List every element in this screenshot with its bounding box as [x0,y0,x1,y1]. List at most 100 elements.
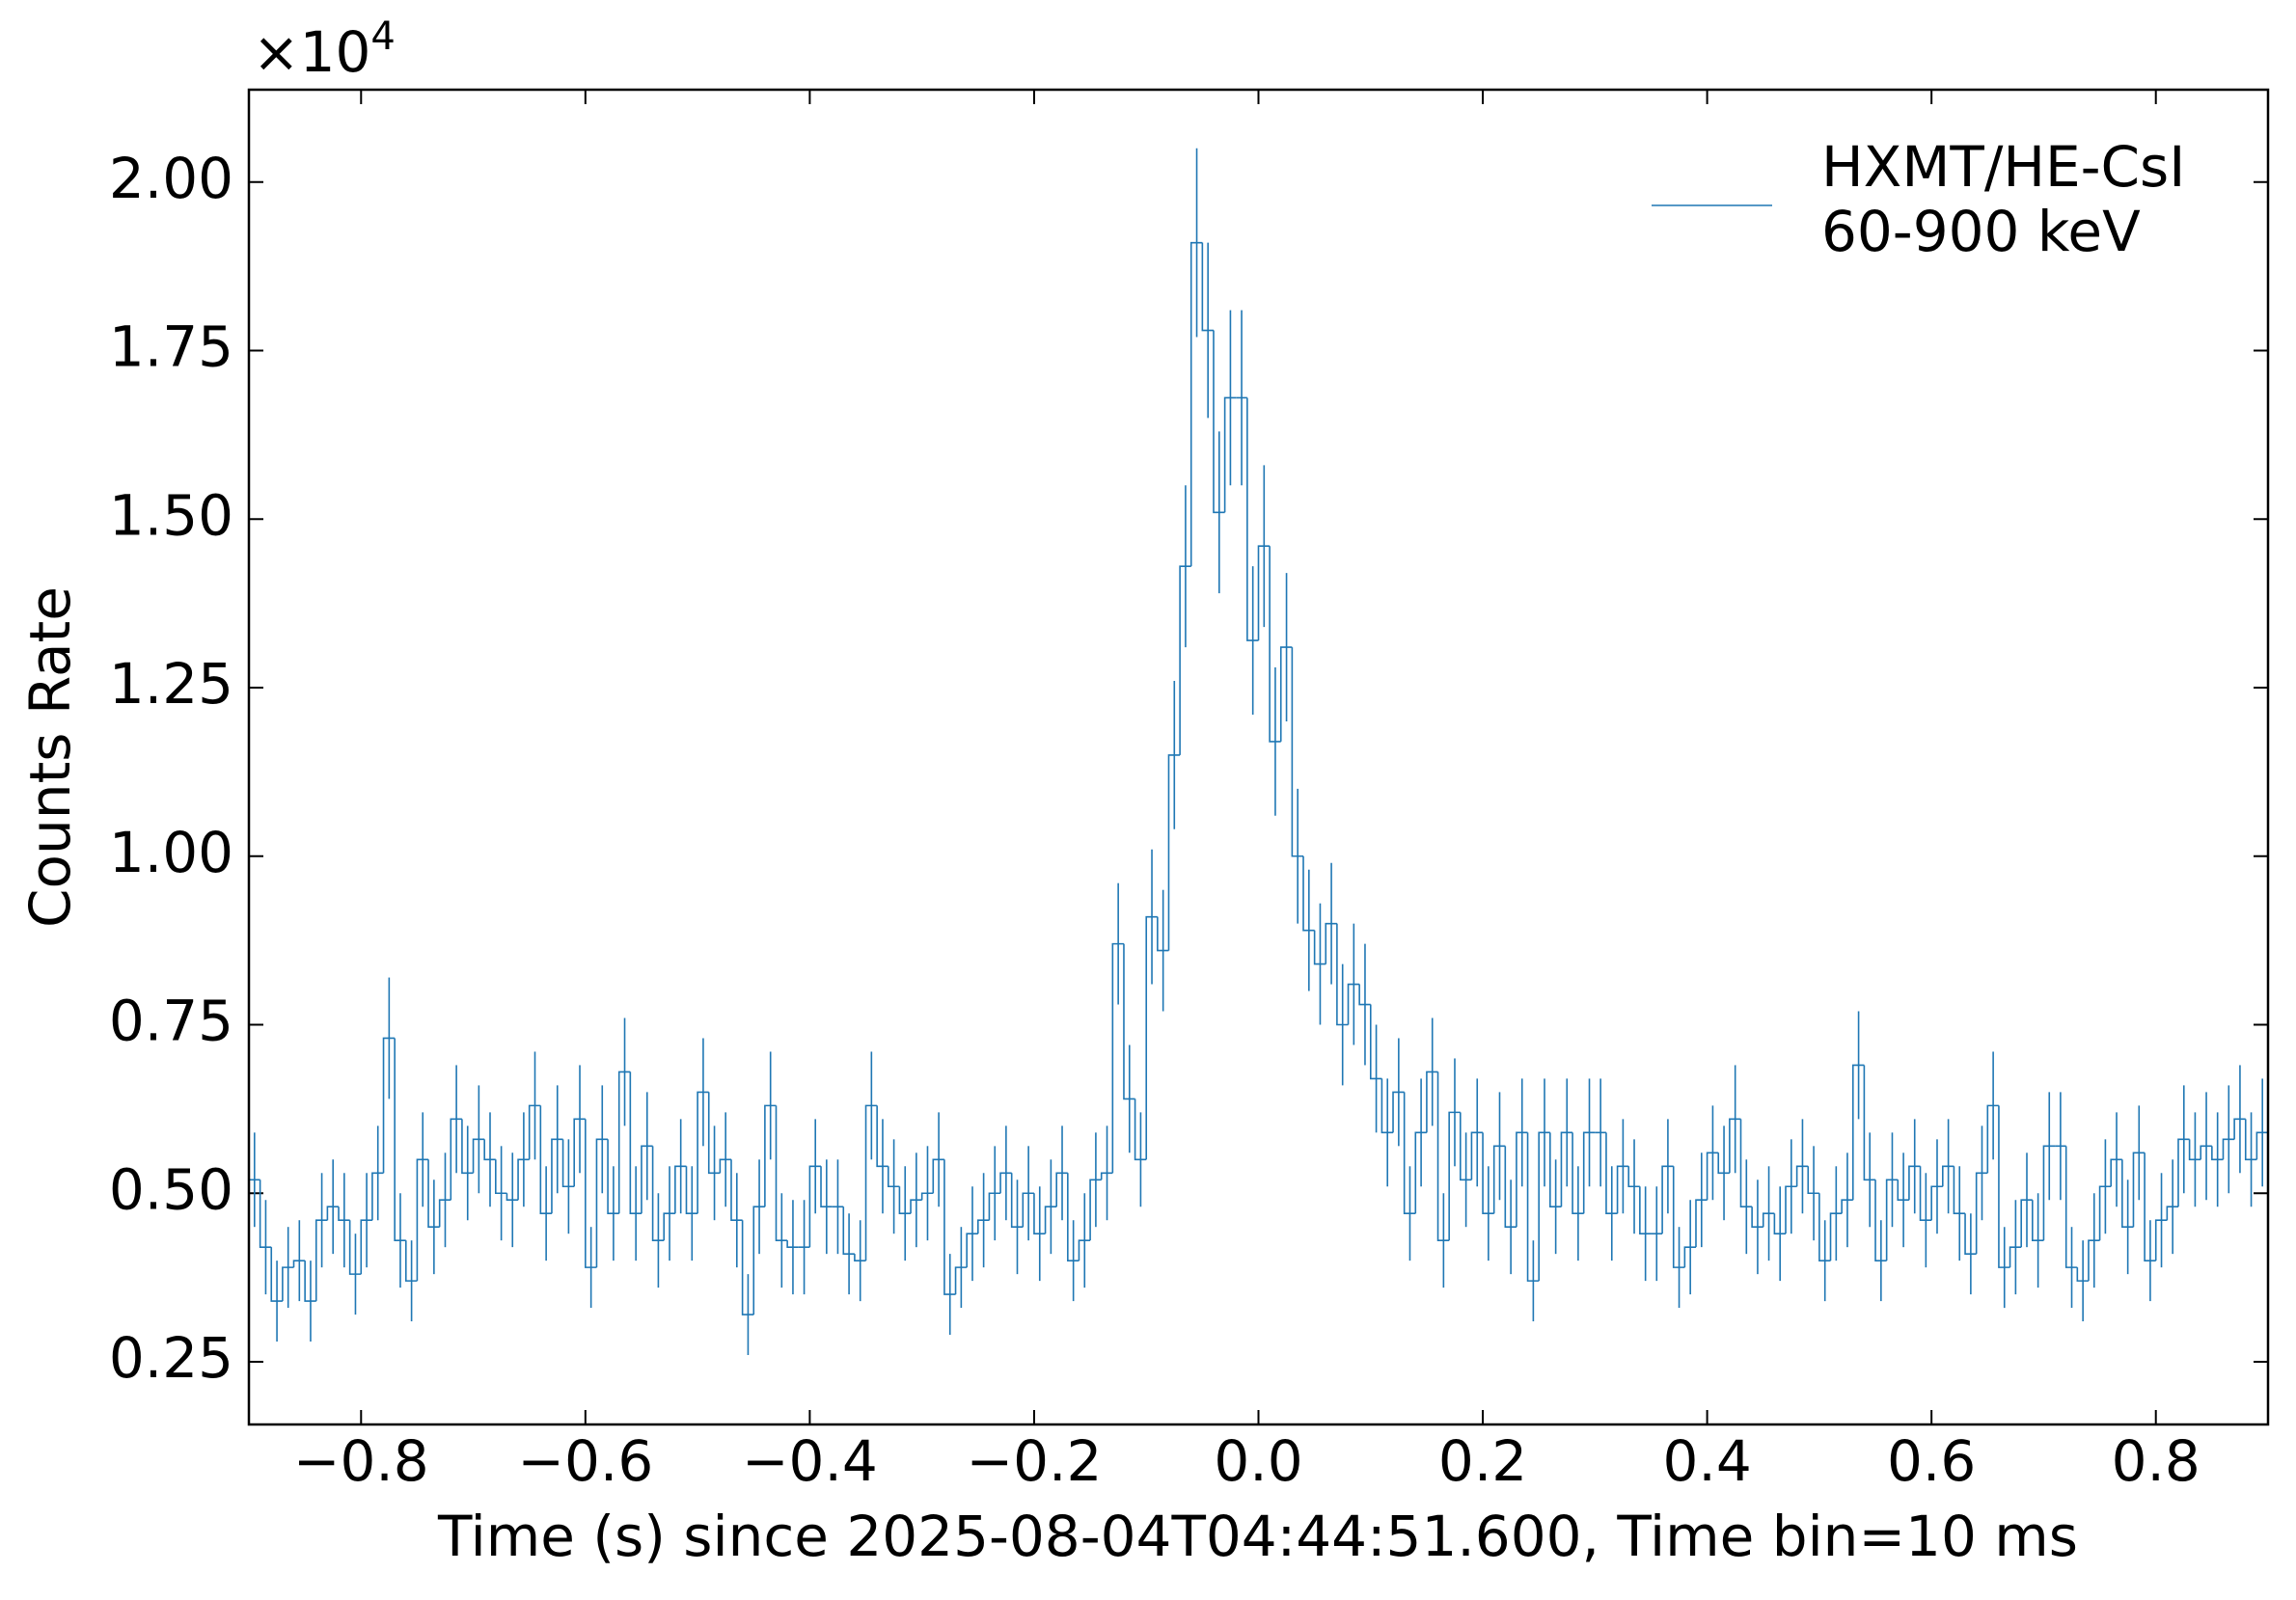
histogram-step [629,1071,642,1215]
histogram-step [988,1192,1001,1221]
histogram-step [2110,1158,2122,1187]
histogram-step [887,1166,900,1188]
histogram-step [1380,1078,1394,1134]
histogram-step [1403,1092,1416,1215]
histogram-step [786,1240,799,1248]
histogram-step [472,1138,485,1174]
x-tick-label: 0.0 [1214,1428,1302,1494]
plot-frame [247,88,2270,1426]
histogram-step [506,1193,519,1202]
histogram-step [1448,1111,1461,1241]
histogram-step [1470,1131,1484,1180]
histogram-step [1123,943,1135,1100]
histogram-step [1739,1119,1753,1208]
histogram-step [697,1091,709,1214]
histogram-step [954,1266,968,1295]
x-tick-label: 0.6 [1887,1428,1976,1494]
histogram-step [1908,1165,1921,1201]
histogram-step [808,1165,822,1248]
histogram-step [1841,1199,1853,1214]
histogram-step [876,1105,888,1168]
histogram-step [1089,1179,1102,1241]
histogram-step [842,1207,855,1255]
histogram-step [1986,1104,1999,1174]
histogram-step [1941,1165,1954,1187]
histogram-step [1616,1165,1629,1214]
histogram-step [2255,1131,2268,1160]
histogram-step [898,1186,912,1215]
histogram-step [2042,1145,2056,1241]
histogram-step [404,1240,418,1282]
histogram-step [1549,1132,1562,1208]
histogram-step [2177,1138,2190,1207]
histogram-step [2132,1152,2146,1228]
histogram-step [2020,1199,2033,1248]
histogram-step [999,1172,1012,1194]
histogram-step [1213,330,1225,514]
histogram-step [382,1037,396,1174]
histogram-step [2166,1206,2178,1221]
histogram-step [2188,1139,2201,1161]
histogram-step [1639,1186,1652,1234]
histogram-step [1953,1166,1966,1215]
histogram-step [282,1266,294,1302]
histogram-step [741,1220,754,1315]
histogram-step [2064,1146,2078,1268]
histogram-step [517,1158,530,1201]
histogram-step [719,1158,731,1174]
x-tick-label: 0.4 [1662,1428,1751,1494]
histogram-step [1426,1071,1438,1133]
histogram-step [1201,242,1214,332]
histogram-step [1964,1213,1977,1255]
histogram-step [2009,1246,2022,1268]
histogram-step [360,1219,372,1275]
histogram-step [539,1105,552,1215]
histogram-step [1460,1112,1472,1181]
histogram-step [1022,1192,1034,1228]
histogram-step [1246,397,1259,641]
histogram-step [1111,942,1124,1174]
histogram-step [1358,984,1371,1006]
histogram-step [1683,1246,1696,1268]
histogram-step [1975,1172,1988,1255]
y-axis-label: Counts Rate [17,586,83,928]
histogram-step [461,1119,474,1175]
histogram-step [1189,241,1203,567]
histogram-step [1538,1131,1550,1282]
x-tick-label: −0.6 [517,1428,653,1494]
histogram-step [495,1159,507,1195]
histogram-step [1055,1172,1068,1207]
histogram-step [270,1247,283,1302]
histogram-step [1998,1105,2010,1268]
histogram-step [764,1104,777,1207]
histogram-step [2200,1145,2212,1160]
x-tick-label: −0.2 [967,1428,1103,1494]
histogram-step [1516,1131,1528,1228]
histogram-step [1336,923,1349,1026]
histogram-step [1572,1132,1584,1215]
histogram-step [1010,1173,1024,1228]
histogram-step [920,1192,934,1201]
histogram-step [1145,915,1158,1160]
histogram-step [1269,546,1281,743]
histogram-step [2244,1119,2257,1161]
histogram-step [1773,1213,1787,1234]
y-tick-label: 1.00 [109,820,233,885]
histogram-step [1818,1193,1831,1261]
histogram-step [1863,1065,1876,1181]
histogram-step [1369,1004,1382,1080]
x-tick-label: −0.8 [293,1428,429,1494]
histogram-step [1930,1185,1943,1221]
histogram-step [910,1199,922,1214]
histogram-step [1100,1172,1113,1180]
histogram-step [1067,1173,1080,1261]
histogram-step [483,1139,496,1161]
histogram-step [314,1219,328,1302]
histogram-step [2121,1159,2134,1228]
histogram-step [685,1166,698,1215]
y-tick-label: 1.75 [109,314,233,380]
histogram-step [730,1159,743,1222]
histogram-step [528,1104,541,1160]
